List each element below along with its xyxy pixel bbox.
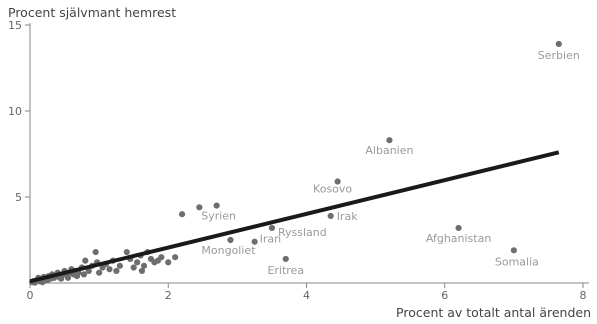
- data-point: [282, 255, 289, 263]
- point-label: Irak: [337, 210, 359, 223]
- data-point: [327, 212, 334, 220]
- data-point: [178, 211, 186, 218]
- y-tick-label: 10: [8, 105, 22, 118]
- x-tick-label: 6: [441, 289, 448, 302]
- data-point: [113, 267, 120, 275]
- y-axis-title: Procent självmant hemrest: [8, 5, 176, 20]
- axes: [29, 23, 589, 284]
- point-label: Eritrea: [267, 264, 304, 277]
- data-point: [106, 266, 113, 273]
- data-point: [268, 224, 276, 232]
- x-tick-label: 2: [165, 289, 172, 302]
- trend-line: [29, 150, 560, 284]
- point-label: Somalia: [495, 255, 539, 268]
- data-point: [227, 236, 234, 244]
- data-point: [165, 259, 172, 266]
- x-tick-label: 4: [303, 289, 310, 302]
- data-point: [158, 254, 165, 261]
- data-point: [134, 259, 141, 266]
- data-point: [64, 274, 72, 281]
- point-label: Serbien: [538, 49, 580, 62]
- point-labels: Serbien Albanien Kosovo Syrien Irak RysslandI…: [201, 49, 580, 277]
- data-point: [334, 178, 341, 185]
- data-point: [85, 267, 92, 275]
- point-label: Afghanistan: [426, 232, 492, 245]
- data-point: [92, 248, 99, 256]
- data-point: [386, 137, 393, 144]
- data-point: [555, 40, 562, 48]
- data-point: [123, 248, 130, 256]
- data-point: [116, 262, 123, 269]
- data-point: [96, 269, 103, 276]
- data-point: [213, 202, 220, 209]
- point-label: Mongoliet: [201, 244, 256, 257]
- point-label: Syrien: [201, 210, 236, 223]
- point-label: Ryssland: [278, 226, 327, 239]
- data-point: [82, 257, 89, 264]
- tick-labels: 5 10 15 0 2 4 6 8: [8, 19, 587, 302]
- point-label: Iran: [260, 233, 282, 246]
- x-tick-label: 8: [580, 289, 587, 302]
- point-label: Albanien: [365, 144, 413, 157]
- data-point: [130, 264, 137, 271]
- data-point: [455, 224, 462, 232]
- y-tick-label: 5: [15, 191, 22, 204]
- data-points: [28, 40, 562, 286]
- data-point: [138, 267, 146, 275]
- data-point: [196, 204, 203, 211]
- y-tick-label: 15: [8, 19, 22, 32]
- data-point: [140, 262, 148, 269]
- data-point: [251, 238, 258, 245]
- point-label: Kosovo: [313, 183, 352, 196]
- x-tick-label: 0: [27, 289, 34, 302]
- data-point: [80, 271, 88, 278]
- data-point: [510, 247, 517, 254]
- x-axis-title: Procent av totalt antal ärenden: [396, 305, 591, 320]
- data-point: [172, 254, 179, 261]
